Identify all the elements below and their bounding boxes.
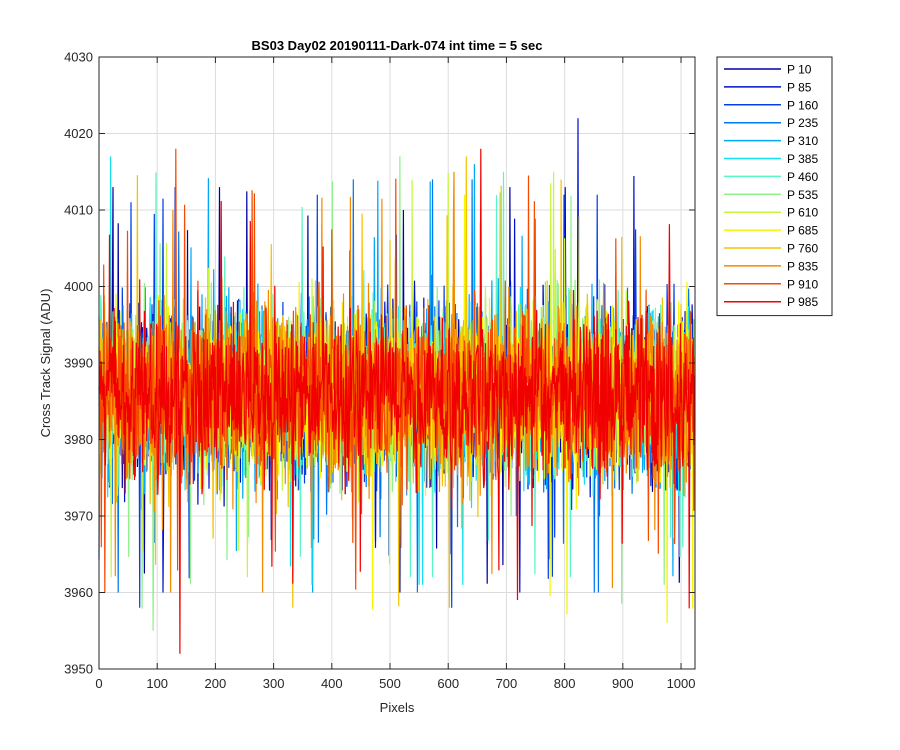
legend-entry: P 685 [787, 224, 818, 238]
x-tick-label: 400 [321, 676, 343, 691]
x-tick-label: 200 [205, 676, 227, 691]
legend-entry: P 985 [787, 295, 818, 309]
y-axis-label: Cross Track Signal (ADU) [38, 289, 53, 438]
y-tick-label: 4020 [64, 126, 93, 141]
y-tick-label: 4000 [64, 279, 93, 294]
legend-box [716, 56, 833, 317]
y-tick-label: 3960 [64, 585, 93, 600]
y-tick-label: 3950 [64, 662, 93, 677]
series-layer [98, 118, 696, 654]
y-tick-label: 4030 [64, 50, 93, 65]
legend: P 10 P 85 P 160 P 235 P 310 P 385 P 460 P 535 P … [716, 56, 833, 317]
legend-entry: P 85 [787, 80, 812, 94]
x-axis-label: Pixels [380, 700, 415, 715]
legend-entry: P 610 [787, 206, 818, 220]
x-tick-label: 0 [95, 676, 102, 691]
y-tick-label: 4010 [64, 203, 93, 218]
x-tick-label: 1000 [667, 676, 696, 691]
x-tick-label: 800 [554, 676, 576, 691]
legend-entry: P 760 [787, 242, 818, 256]
x-tick-label: 700 [496, 676, 518, 691]
legend-entry: P 385 [787, 152, 818, 166]
y-tick-label: 3980 [64, 432, 93, 447]
legend-entry: P 310 [787, 134, 818, 148]
legend-entry: P 10 [787, 63, 812, 77]
x-tick-label: 100 [146, 676, 168, 691]
legend-entry: P 460 [787, 170, 818, 184]
y-tick-label: 3990 [64, 356, 93, 371]
x-tick-label: 300 [263, 676, 285, 691]
x-tick-label: 500 [379, 676, 401, 691]
legend-entry: P 160 [787, 98, 818, 112]
series-line-p-985 [98, 148, 696, 654]
tick-layer: 0 100 200 300 400 500 600 700 800 900 1000 3950 3960… [64, 50, 695, 692]
y-tick-label: 3970 [64, 509, 93, 524]
legend-entry: P 235 [787, 116, 818, 130]
x-tick-label: 600 [437, 676, 459, 691]
x-tick-label: 900 [612, 676, 634, 691]
legend-entry: P 835 [787, 259, 818, 273]
chart-title: BS03 Day02 20190111-Dark-074 int time = … [252, 38, 543, 53]
legend-entry: P 910 [787, 277, 818, 291]
legend-entry: P 535 [787, 188, 818, 202]
